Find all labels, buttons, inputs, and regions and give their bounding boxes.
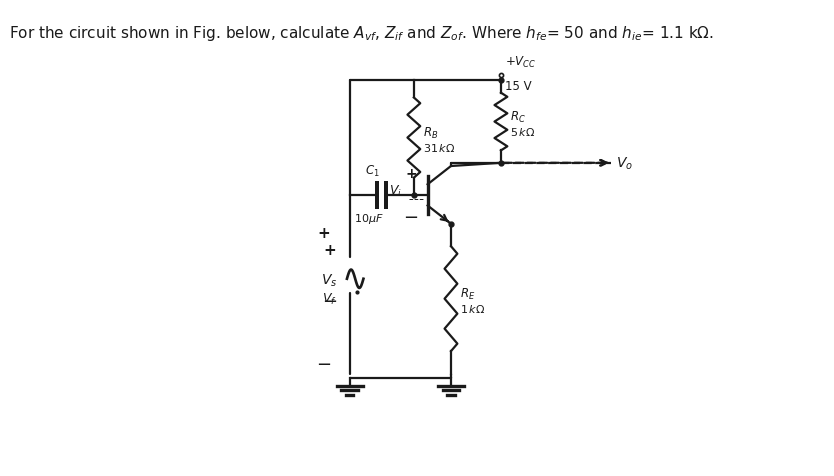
- Text: $+V_{CC}$: $+V_{CC}$: [505, 55, 536, 70]
- Text: +: +: [318, 226, 330, 241]
- Text: $R_C$: $R_C$: [510, 109, 526, 124]
- Text: $C_1$: $C_1$: [365, 164, 380, 179]
- Text: $5\,k\Omega$: $5\,k\Omega$: [510, 126, 535, 138]
- Text: +: +: [405, 167, 417, 180]
- Text: $R_E$: $R_E$: [460, 286, 475, 301]
- Text: −: −: [322, 292, 337, 310]
- Text: −: −: [316, 356, 332, 374]
- Text: −: −: [404, 208, 419, 227]
- Text: $V_s$: $V_s$: [321, 272, 338, 288]
- Text: $V_f$: $V_f$: [322, 291, 337, 307]
- Text: $31\,k\Omega$: $31\,k\Omega$: [423, 141, 455, 153]
- Text: $R_B$: $R_B$: [423, 125, 439, 140]
- Text: For the circuit shown in Fig. below, calculate $A_{vf}$, $Z_{if}$ and $Z_{of}$. : For the circuit shown in Fig. below, cal…: [8, 24, 714, 43]
- Text: 15 V: 15 V: [505, 80, 531, 93]
- Text: +: +: [323, 242, 336, 258]
- Text: $1\,k\Omega$: $1\,k\Omega$: [460, 302, 485, 314]
- Text: $V_o$: $V_o$: [615, 155, 632, 172]
- Text: $V_i$: $V_i$: [389, 183, 402, 198]
- Text: $10\mu F$: $10\mu F$: [354, 212, 384, 226]
